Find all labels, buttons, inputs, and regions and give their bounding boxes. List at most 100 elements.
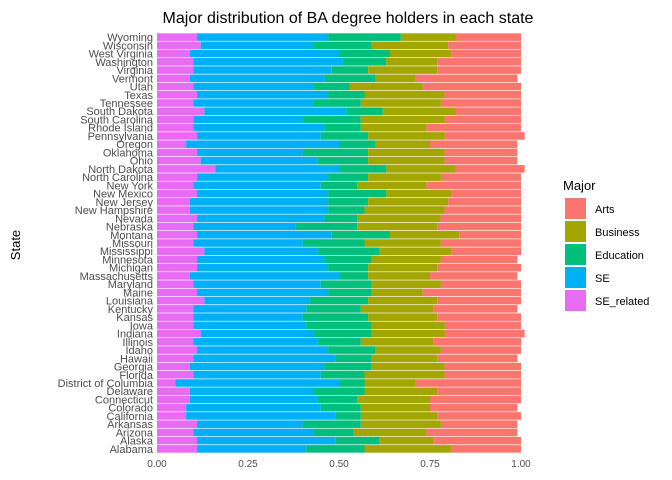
- bar-new-mexico-arts: [451, 189, 521, 198]
- bar-kansas-se-related: [157, 313, 194, 321]
- y-tick-label: West Virginia: [89, 49, 154, 61]
- y-tick-label: Arizona: [116, 427, 154, 439]
- bar-florida-education: [320, 370, 365, 379]
- bar-texas-se: [197, 90, 329, 99]
- bar-vermont-education: [324, 74, 376, 83]
- bar-south-dakota-business: [382, 107, 456, 116]
- bar-georgia-business: [371, 362, 445, 371]
- y-tick-label: Illinois: [122, 337, 153, 349]
- bar-new-jersey-se-related: [157, 198, 190, 206]
- bar-wyoming-se: [197, 33, 329, 41]
- bar-utah-arts: [422, 82, 521, 91]
- bar-missouri-se: [193, 239, 303, 247]
- bar-pennsylvania-se-related: [157, 132, 198, 140]
- bar-texas-education: [328, 90, 365, 99]
- bar-arizona-education: [313, 428, 354, 437]
- bar-alaska-education: [335, 436, 380, 445]
- x-tick-label: 1.00: [511, 459, 531, 470]
- bar-missouri-arts: [440, 239, 521, 247]
- y-tick-label: Massachusetts: [80, 271, 154, 283]
- bar-alaska-business: [379, 436, 434, 445]
- y-tick-label: Mississippi: [100, 246, 153, 258]
- legend: Major Arts Business Education SE SE_related: [563, 178, 649, 311]
- bar-pennsylvania-business: [368, 132, 445, 140]
- bar-new-hampshire-se-related: [157, 206, 190, 214]
- bar-connecticut-arts: [430, 395, 521, 404]
- bar-kentucky-education: [306, 305, 361, 313]
- bar-district-of-columbia-education: [339, 379, 365, 387]
- legend-label-se: SE: [595, 273, 610, 285]
- bar-north-carolina-education: [328, 173, 369, 181]
- y-tick-label: Delaware: [107, 386, 153, 398]
- bar-indiana-se-related: [157, 329, 201, 338]
- bar-wisconsin-education: [313, 41, 372, 50]
- y-tick-label: Vermont: [112, 73, 153, 85]
- bar-new-mexico-se-related: [157, 189, 198, 198]
- bar-arkansas-education: [302, 420, 361, 428]
- bar-virginia-se-related: [157, 66, 194, 74]
- bar-south-dakota-education: [346, 107, 383, 116]
- bar-new-jersey-arts: [448, 198, 521, 206]
- y-tick-label: Georgia: [114, 362, 154, 374]
- bar-alabama-se-related: [157, 445, 198, 453]
- bar-district-of-columbia-se: [175, 379, 339, 387]
- bar-alabama-education: [306, 445, 365, 453]
- bar-washington-se: [193, 58, 343, 66]
- bar-kansas-arts: [437, 313, 521, 321]
- y-tick-label: Minnesota: [102, 254, 154, 266]
- bar-vermont-arts: [415, 74, 518, 83]
- y-axis-title: State: [8, 230, 23, 260]
- legend-swatch-se: [565, 267, 586, 288]
- bar-tennessee-se: [193, 99, 314, 107]
- bar-arkansas-se-related: [157, 420, 198, 428]
- bar-west-virginia-business: [389, 49, 452, 58]
- bar-georgia-arts: [444, 362, 521, 371]
- bar-idaho-se-related: [157, 346, 198, 354]
- bar-oregon-se: [186, 140, 339, 148]
- bar-connecticut-se-related: [157, 395, 190, 404]
- bar-district-of-columbia-se-related: [157, 379, 176, 387]
- y-tick-label: North Dakota: [88, 164, 154, 176]
- bar-colorado-business: [360, 403, 430, 412]
- bar-utah-education: [313, 82, 350, 91]
- bar-alabama-se: [197, 445, 307, 453]
- bar-new-hampshire-business: [364, 206, 445, 214]
- bar-north-dakota-se: [215, 165, 339, 173]
- bar-oklahoma-education: [302, 148, 369, 157]
- bar-washington-business: [386, 58, 438, 66]
- bar-texas-arts: [444, 90, 521, 99]
- bar-virginia-arts: [437, 66, 521, 74]
- bar-south-carolina-se-related: [157, 115, 194, 124]
- bar-washington-arts: [437, 58, 521, 66]
- bar-montana-education: [331, 230, 390, 239]
- y-tick-label: Washington: [95, 57, 153, 69]
- bar-montana-arts: [459, 230, 521, 239]
- bar-massachusetts-se: [189, 272, 339, 280]
- bar-massachusetts-arts: [430, 272, 518, 280]
- bar-ohio-education: [317, 156, 369, 165]
- bar-nebraska-se: [193, 222, 296, 231]
- bar-south-carolina-education: [302, 115, 361, 124]
- bar-illinois-education: [317, 338, 361, 346]
- bar-wisconsin-se-related: [157, 41, 201, 50]
- bar-indiana-arts: [444, 329, 525, 338]
- x-tick-label: 0.75: [420, 459, 440, 470]
- bar-wisconsin-business: [371, 41, 449, 50]
- bar-indiana-education: [313, 329, 372, 338]
- bar-colorado-arts: [430, 403, 518, 412]
- bar-wisconsin-se: [200, 41, 314, 50]
- y-tick-label: Nevada: [115, 213, 154, 225]
- bar-rhode-island-education: [324, 123, 361, 132]
- bar-michigan-business: [368, 263, 438, 272]
- bar-nevada-business: [357, 214, 441, 223]
- y-tick-label: Iowa: [130, 320, 154, 332]
- bars: [157, 33, 525, 453]
- bar-mississippi-arts: [451, 247, 521, 256]
- y-tick-label: Ohio: [130, 156, 153, 168]
- bar-montana-se-related: [157, 230, 198, 239]
- bar-colorado-se: [186, 403, 321, 412]
- bar-tennessee-se-related: [157, 99, 194, 107]
- bar-new-jersey-business: [368, 198, 449, 206]
- bar-georgia-education: [324, 362, 372, 371]
- bar-iowa-business: [371, 321, 445, 330]
